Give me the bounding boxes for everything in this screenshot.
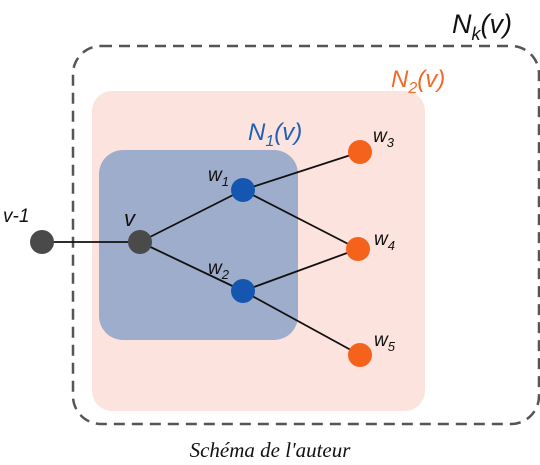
node-v-prev <box>30 230 54 254</box>
label-w1: w1 <box>208 165 229 189</box>
edges <box>42 151 361 356</box>
n1-label: N1(v) <box>248 119 302 150</box>
edge-w1-w3 <box>242 151 361 191</box>
edge-v-w1 <box>139 189 244 243</box>
edge-v-w2 <box>139 241 244 292</box>
label-v-prev: v-1 <box>3 206 29 227</box>
label-w4: w4 <box>374 229 395 253</box>
node-v <box>128 230 152 254</box>
edge-w2-w5 <box>242 290 361 356</box>
node-w3 <box>348 140 372 164</box>
edge-w2-w4 <box>242 248 359 292</box>
nk-region <box>71 44 540 426</box>
node-w2 <box>231 279 255 303</box>
node-w1 <box>231 178 255 202</box>
caption: Schéma de l'auteur <box>190 438 352 462</box>
edge-w1-w4 <box>242 189 359 250</box>
node-w4 <box>346 237 370 261</box>
label-w3: w3 <box>373 126 395 150</box>
n2-label: N2(v) <box>391 66 445 97</box>
label-v: v <box>124 206 137 231</box>
nk-label: Nk(v) <box>452 9 512 44</box>
label-w2: w2 <box>208 258 230 282</box>
label-w5: w5 <box>374 330 396 354</box>
node-w5 <box>348 343 372 367</box>
